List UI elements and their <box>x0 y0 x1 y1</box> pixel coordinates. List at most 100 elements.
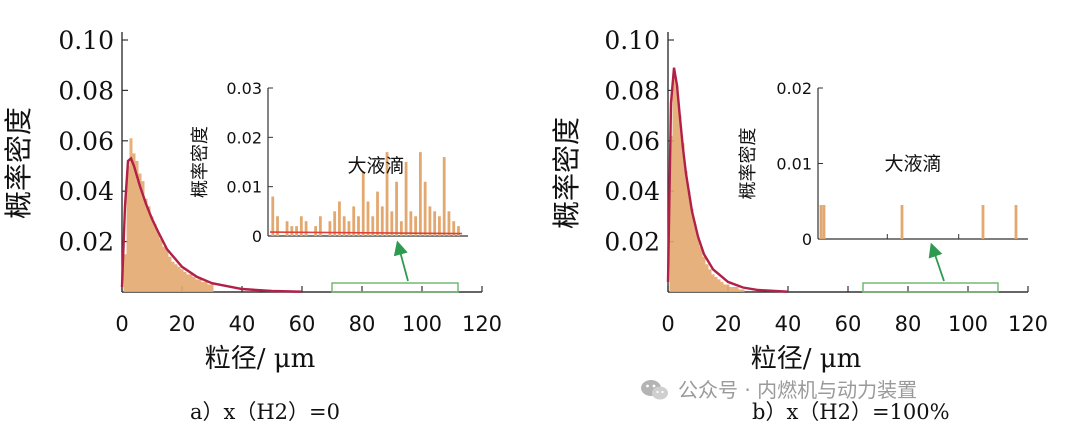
inset-bar <box>819 205 823 239</box>
histogram-bar <box>708 269 712 292</box>
inset-bar <box>295 226 298 236</box>
histogram-bar <box>678 115 682 292</box>
histogram-bar <box>696 236 700 292</box>
inset-y-tick-label: 0 <box>252 227 262 246</box>
y-tick-label: 0.06 <box>58 127 114 156</box>
x-tick-label: 120 <box>1008 312 1048 336</box>
inset-bar <box>271 196 275 236</box>
inset-bar <box>981 205 985 239</box>
callout-arrow <box>393 240 409 282</box>
inset-bar <box>414 216 418 236</box>
inset-bar <box>399 221 403 236</box>
x-tick-label: 20 <box>715 312 742 336</box>
histogram-bar <box>723 284 727 292</box>
y-axis-label: 概率密度 <box>550 117 583 229</box>
histogram-bar <box>204 281 208 292</box>
histogram-bar <box>672 72 676 292</box>
histogram-bar <box>684 171 688 292</box>
x-tick-label: 0 <box>661 312 674 336</box>
histogram-bar <box>171 261 175 292</box>
inset-bar <box>900 205 904 239</box>
inset-bar <box>314 226 318 236</box>
inset-bar <box>390 211 394 236</box>
histogram-bar <box>156 231 160 292</box>
inset-label: 大液滴 <box>884 153 941 175</box>
y-tick-label: 0.08 <box>58 76 114 105</box>
histogram-bar <box>192 276 196 292</box>
histogram-bar <box>165 249 169 292</box>
y-axis-label: 概率密度 <box>2 107 35 219</box>
y-tick-label: 0.10 <box>604 26 660 55</box>
inset-bar <box>338 201 341 236</box>
histogram-bar <box>186 274 190 292</box>
x-tick-label: 120 <box>462 312 502 336</box>
x-tick-label: 80 <box>349 312 376 336</box>
inset-bar <box>276 216 279 236</box>
y-tick-label: 0.04 <box>58 177 114 206</box>
inset-bar <box>395 181 398 236</box>
inset-bar <box>457 226 460 236</box>
x-tick-label: 40 <box>775 312 802 336</box>
caption-b: b）x（H2）=100% <box>752 400 950 424</box>
inset-bar <box>333 211 337 236</box>
chart-b: 概率密度 0.02 0.04 0.06 0.08 0.10 0 20 40 60 80 100 120 粒… <box>550 26 1048 374</box>
y-tick-label: 0.06 <box>604 127 660 156</box>
histogram-bar <box>198 279 202 292</box>
histogram-bar <box>720 281 724 292</box>
histogram-bar <box>162 246 166 292</box>
wechat-icon <box>641 380 668 400</box>
histogram-bar <box>705 264 709 292</box>
inset-bar <box>376 191 379 236</box>
chart-a: 概率密度 0.02 0.04 0.06 0.08 0.10 0 20 40 60 80 100 120 粒… <box>2 26 502 374</box>
highlight-box <box>331 282 459 293</box>
inset-y-tick-label: 0.01 <box>776 155 812 174</box>
histogram-bar <box>153 223 157 292</box>
caption-a: a）x（H2）=0 <box>190 400 340 424</box>
highlight-box <box>862 282 999 293</box>
inset-bar <box>361 171 365 236</box>
inset-bar <box>380 206 384 236</box>
histogram-bar <box>174 264 178 292</box>
y-tick-label: 0.10 <box>58 26 114 55</box>
x-tick-label: 60 <box>835 312 862 336</box>
inset-bar <box>385 152 389 236</box>
inset-y-axis-label: 概率密度 <box>738 128 759 200</box>
inset-bar <box>318 216 322 236</box>
inset-chart: 0 0.01 0.02 0.03 概率密度 大液滴 <box>190 79 468 246</box>
histogram-bar <box>735 286 739 292</box>
inset-y-tick-label: 0.02 <box>776 79 812 98</box>
histogram-bar <box>693 223 697 292</box>
x-tick-label: 100 <box>402 312 442 336</box>
histogram-bar <box>159 239 163 292</box>
inset-bar <box>285 221 289 236</box>
inset-bar <box>423 181 427 236</box>
histogram-bar <box>132 153 136 292</box>
histogram-bar <box>207 284 211 292</box>
histogram-bar <box>168 256 172 292</box>
inset-label: 大液滴 <box>347 155 404 177</box>
x-tick-label: 40 <box>229 312 256 336</box>
histogram-bar <box>210 284 214 292</box>
y-tick-label: 0.02 <box>58 228 114 257</box>
histogram-bar <box>732 286 736 292</box>
inset-bar <box>347 221 351 236</box>
inset-bar <box>1014 205 1018 239</box>
histogram-bar <box>138 173 142 292</box>
callout-arrow <box>928 242 945 282</box>
histogram-bar <box>147 206 151 292</box>
inset-bar <box>438 216 441 236</box>
inset-bar <box>409 211 413 236</box>
y-tick-label: 0.02 <box>604 228 660 257</box>
histogram-bar <box>687 191 691 292</box>
x-axis-label: 粒径/ μm <box>751 344 862 374</box>
histogram-bar <box>702 256 706 292</box>
inset-fit-line <box>269 231 463 235</box>
inset-bar <box>447 211 451 236</box>
x-tick-label: 60 <box>289 312 316 336</box>
histogram-bar <box>699 246 703 292</box>
inset-bar <box>428 206 432 236</box>
histogram-bar <box>129 138 133 292</box>
x-axis-label: 粒径/ μm <box>205 344 316 374</box>
inset-bar <box>328 221 332 236</box>
